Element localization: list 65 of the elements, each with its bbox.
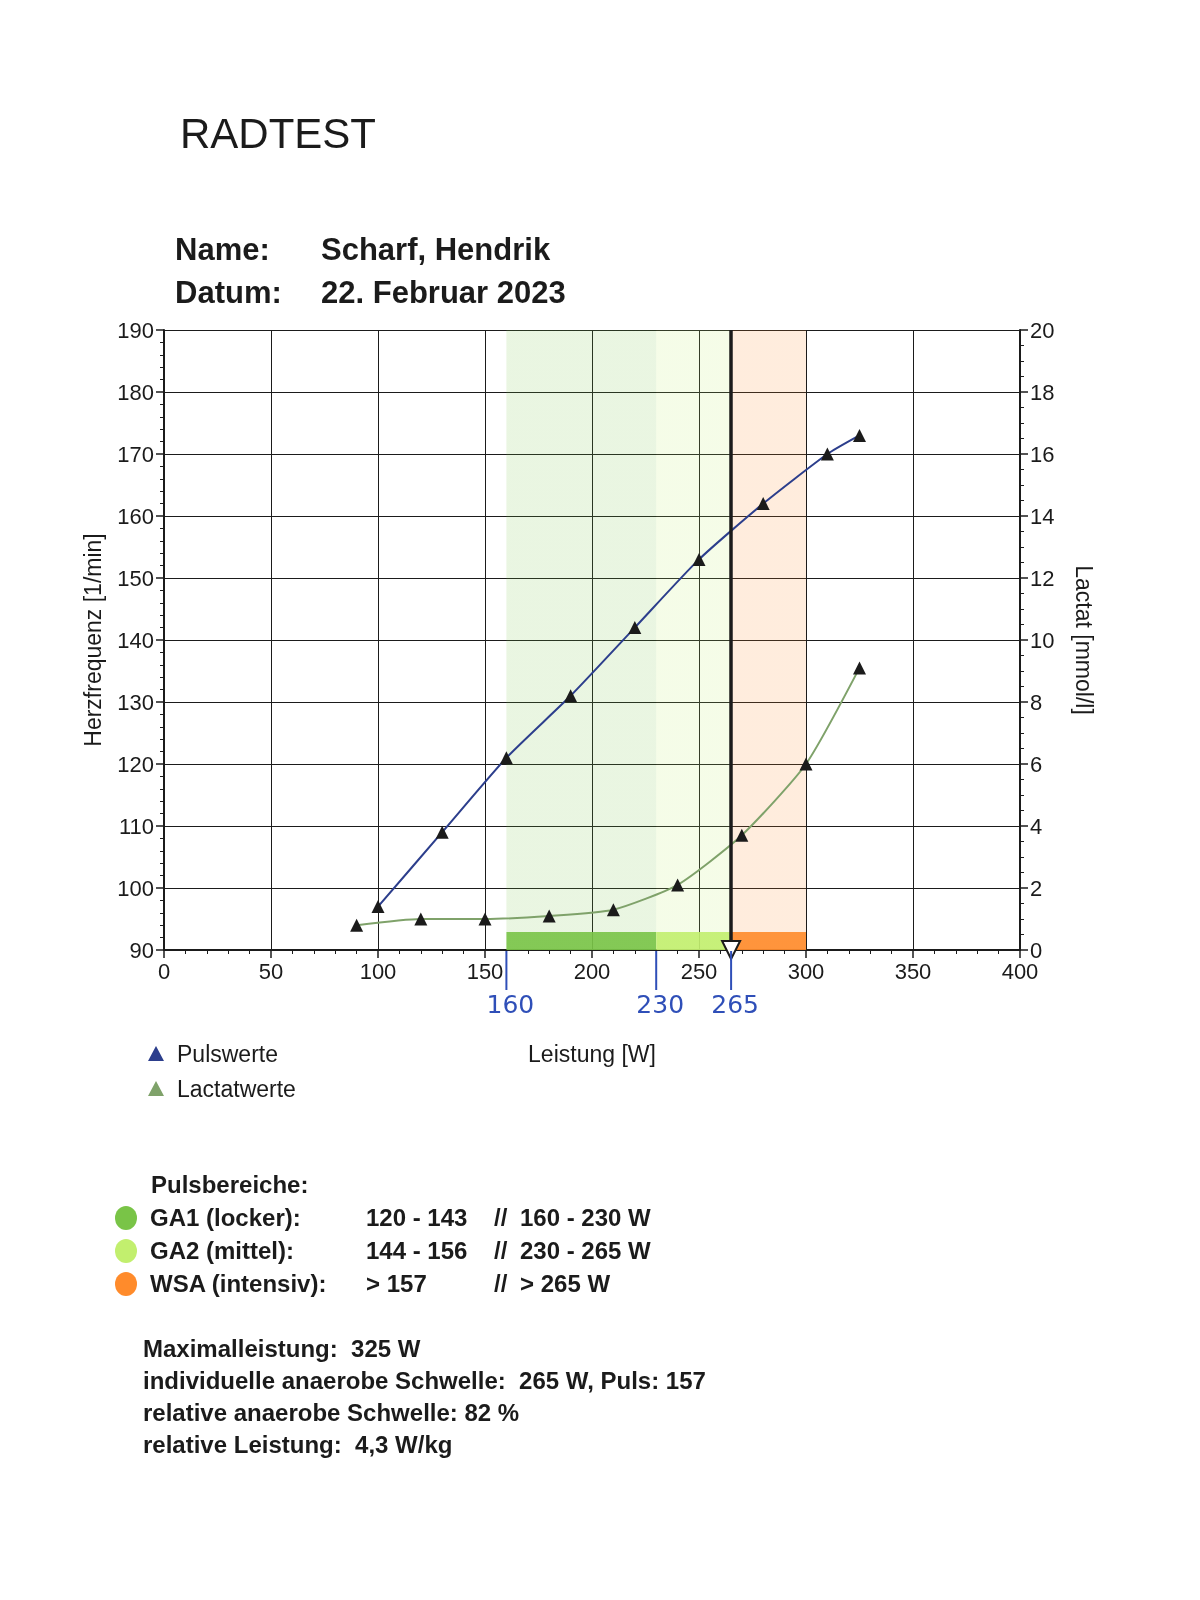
y2-tick-label: 14 xyxy=(1030,503,1055,529)
y-tick-label: 190 xyxy=(117,317,154,343)
y-axis-title: Herzfrequenz [1/min] xyxy=(79,533,106,747)
y-tick-label: 100 xyxy=(117,875,154,901)
y-tick-label: 130 xyxy=(117,689,154,715)
x-axis-title: Leistung [W] xyxy=(528,1040,656,1067)
text: Pulsbereiche: xyxy=(151,1170,310,1200)
point xyxy=(499,751,513,765)
point xyxy=(371,900,385,914)
y-tick-label: 150 xyxy=(117,565,154,591)
x-tick-label: 50 xyxy=(258,958,284,984)
point xyxy=(435,825,449,839)
y-tick-label: 170 xyxy=(117,441,154,467)
point xyxy=(799,757,813,771)
y2-tick-label: 6 xyxy=(1030,751,1043,777)
annotation: 230 xyxy=(636,990,685,1019)
x-tick-label: 150 xyxy=(466,958,504,984)
y-tick-label: 180 xyxy=(117,379,154,405)
y2-tick-label: 16 xyxy=(1030,441,1055,467)
y2-tick-label: 2 xyxy=(1030,875,1043,901)
point xyxy=(542,909,556,923)
annotation: 265 xyxy=(711,990,759,1019)
text: individuelle anaerobe Schwelle: 265 W, Puls: 157 xyxy=(143,1366,707,1396)
x-tick-label: 100 xyxy=(359,958,397,984)
x-tick-label: 250 xyxy=(680,958,718,984)
point xyxy=(478,912,492,926)
x-tick-label: 0 xyxy=(157,958,171,984)
point xyxy=(820,447,834,461)
x-tick-label: 300 xyxy=(787,958,825,984)
y2-tick-label: 20 xyxy=(1030,317,1055,343)
point xyxy=(606,903,620,917)
text: GA2 (mittel): 144 - 156 // 230 - 265 W xyxy=(150,1236,651,1264)
point xyxy=(628,621,642,635)
chart-title: RADTEST xyxy=(180,109,377,157)
point xyxy=(564,689,578,703)
text: relative anaerobe Schwelle: 82 % xyxy=(143,1398,521,1428)
y2-tick-label: 4 xyxy=(1030,813,1043,839)
y2-tick-label: 10 xyxy=(1030,627,1055,653)
point xyxy=(414,912,428,926)
y2-axis-title: Lactat [mmol/l] xyxy=(1070,565,1097,715)
y2-tick-label: 8 xyxy=(1030,689,1043,715)
y2-tick-label: 18 xyxy=(1030,379,1055,405)
point xyxy=(735,828,749,842)
point xyxy=(853,661,866,675)
legend-label: Lactatwerte xyxy=(177,1075,296,1102)
x-tick-label: 200 xyxy=(573,958,611,984)
point xyxy=(350,918,364,932)
y-tick-label: 140 xyxy=(117,627,154,653)
annotation: 160 xyxy=(486,990,535,1019)
point xyxy=(671,878,685,892)
text: relative Leistung: 4,3 W/kg xyxy=(143,1430,454,1460)
point xyxy=(853,428,866,442)
y-tick-label: 160 xyxy=(117,503,154,529)
y-tick-label: 120 xyxy=(117,751,154,777)
text: WSA (intensiv): > 157 // > 265 W xyxy=(150,1269,611,1297)
text: Name: Scharf, Hendrik Datum: 22. Februar 2023 xyxy=(175,232,566,310)
legend-label: Pulswerte xyxy=(177,1040,278,1067)
x-tick-label: 350 xyxy=(894,958,932,984)
y-tick-label: 110 xyxy=(118,813,154,839)
point xyxy=(692,552,706,566)
text: Maximalleistung: 325 W xyxy=(143,1334,422,1364)
y2-tick-label: 12 xyxy=(1030,565,1055,591)
y-tick-label: 90 xyxy=(129,937,154,963)
text: GA1 (locker): 120 - 143 // 160 - 230 W xyxy=(150,1203,651,1231)
point xyxy=(756,497,770,511)
